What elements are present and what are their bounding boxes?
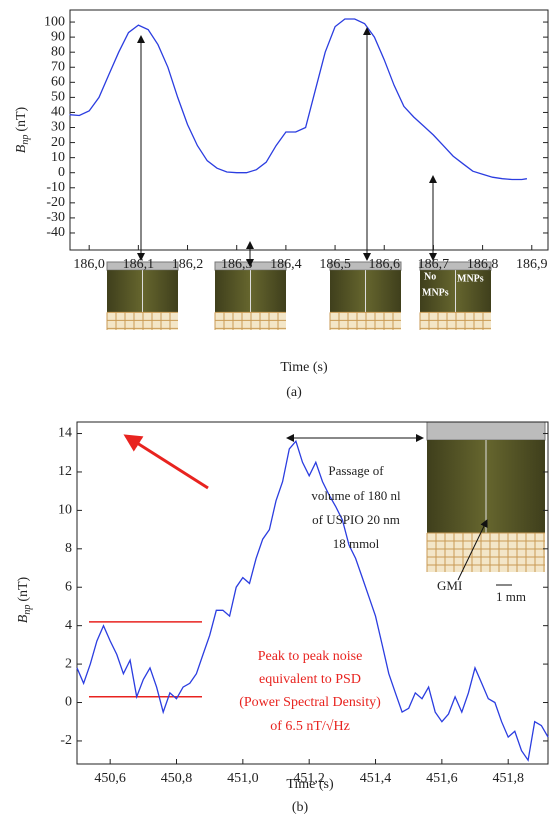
x-tick-label: 186,5: [319, 257, 351, 272]
caption: (b): [292, 800, 309, 815]
x-axis-label: Time (s): [286, 777, 334, 792]
y-label-unit: (nT): [14, 106, 29, 131]
red-annotation: Peak to peak noise: [258, 649, 363, 664]
y-tick-label: 8: [65, 541, 72, 556]
y-label-sub: np: [22, 605, 33, 615]
x-tick-label: 450,8: [161, 771, 193, 786]
y-axis-label: Bnp (nT): [14, 106, 31, 153]
y-tick-label: 40: [51, 105, 65, 120]
x-tick-label: 186,9: [516, 257, 548, 272]
x-tick-label: 451,6: [426, 771, 458, 786]
y-tick-label: 50: [51, 90, 65, 105]
red-annotation: equivalent to PSD: [259, 672, 361, 687]
y-tick-label: 14: [58, 426, 72, 441]
y-tick-label: 100: [44, 14, 65, 29]
x-tick-label: 451,8: [492, 771, 524, 786]
y-tick-label: 6: [65, 579, 72, 594]
y-tick-label: 0: [58, 165, 65, 180]
y-tick-label: 2: [65, 656, 72, 671]
x-tick-label: 451,2: [293, 771, 325, 786]
inset-photo: [106, 261, 179, 330]
x-tick-label: 451,4: [360, 771, 392, 786]
plot-frame: [69, 9, 549, 251]
y-tick-label: -2: [60, 733, 72, 748]
x-tick-label: 186,4: [270, 257, 302, 272]
annotation: GMI: [437, 578, 462, 593]
y-tick-label: 60: [51, 75, 65, 90]
y-tick-label: 10: [58, 503, 72, 518]
y-tick-label: -10: [46, 180, 65, 195]
y-tick-label: -40: [46, 225, 65, 240]
red-annotation: of 6.5 nT/√Hz: [270, 719, 350, 734]
inset-photo: [329, 261, 402, 330]
y-label-unit: (nT): [16, 576, 31, 601]
annotation: MNPs: [457, 273, 484, 284]
y-tick-label: 30: [51, 120, 65, 135]
data-line: [76, 439, 549, 762]
x-tick-label: 186,2: [172, 257, 204, 272]
y-tick-label: 20: [51, 135, 65, 150]
annotation: Passage of: [328, 463, 384, 478]
y-tick-label: 70: [51, 59, 65, 74]
x-tick-label: 186,0: [73, 257, 105, 272]
y-label-sub: np: [20, 135, 31, 145]
y-tick-label: -20: [46, 195, 65, 210]
arrow: [457, 519, 488, 581]
y-tick-label: -30: [46, 210, 65, 225]
inset-photo: [214, 261, 287, 330]
x-tick-label: 186,3: [221, 257, 253, 272]
y-tick-label: 90: [51, 29, 65, 44]
y-tick-label: 12: [58, 464, 72, 479]
x-tick-label: 186,8: [467, 257, 499, 272]
annotation: 1 mm: [496, 589, 526, 604]
inset-photo: [419, 261, 492, 330]
y-tick-label: 80: [51, 44, 65, 59]
y-label-main: B: [16, 614, 31, 623]
y-tick-label: 10: [51, 150, 65, 165]
photo-top: [426, 421, 546, 441]
red-annotation: (Power Spectral Density): [239, 695, 381, 710]
y-axis-label: Bnp (nT): [16, 576, 33, 623]
annotation: 18 mmol: [333, 536, 380, 551]
annotation: of USPIO 20 nm: [312, 512, 400, 527]
inset-photo: [426, 421, 546, 572]
x-axis-label: Time (s): [280, 360, 328, 375]
y-label-main: B: [14, 144, 29, 153]
caption: (a): [286, 385, 302, 400]
annotation: MNPs: [422, 287, 449, 298]
annotation: No: [424, 271, 436, 282]
data-line: [69, 18, 528, 181]
x-tick-label: 186,6: [368, 257, 400, 272]
x-tick-label: 186,7: [418, 257, 450, 272]
annotation: volume of 180 nl: [311, 488, 401, 503]
red-arrow: [123, 434, 209, 490]
plot-frame: [76, 421, 549, 765]
y-tick-label: 0: [65, 695, 72, 710]
x-tick-label: 451,0: [227, 771, 259, 786]
x-tick-label: 450,6: [94, 771, 126, 786]
y-tick-label: 4: [65, 618, 72, 633]
x-tick-label: 186,1: [123, 257, 155, 272]
